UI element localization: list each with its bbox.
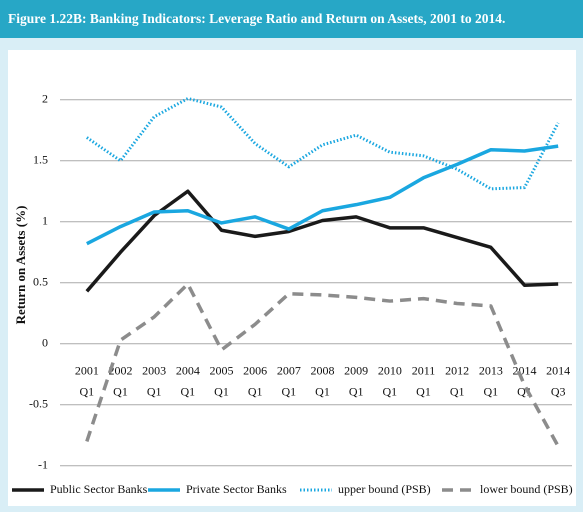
x-tick-label: Q1 bbox=[147, 385, 162, 399]
x-tick-label: Q1 bbox=[382, 385, 397, 399]
x-tick-label: 2014 bbox=[546, 364, 570, 378]
x-tick-label: Q1 bbox=[416, 385, 431, 399]
x-tick-label: 2008 bbox=[311, 364, 335, 378]
x-tick-label: 2001 bbox=[75, 364, 99, 378]
x-tick-label: Q1 bbox=[214, 385, 229, 399]
chart-title: Figure 1.22B: Banking Indicators: Levera… bbox=[8, 11, 505, 26]
y-tick-label: 1.5 bbox=[33, 152, 48, 166]
y-tick-label: -1 bbox=[38, 458, 48, 472]
legend-label: Private Sector Banks bbox=[186, 482, 287, 496]
x-tick-label: 2004 bbox=[176, 364, 200, 378]
y-tick-label: -0.5 bbox=[29, 397, 48, 411]
x-tick-label: 2007 bbox=[277, 364, 301, 378]
x-tick-label: 2010 bbox=[378, 364, 402, 378]
y-tick-label: 0 bbox=[42, 336, 48, 350]
x-tick-label: Q1 bbox=[349, 385, 364, 399]
x-tick-label: Q3 bbox=[551, 385, 566, 399]
x-tick-label: 2006 bbox=[243, 364, 267, 378]
x-tick-label: 2012 bbox=[445, 364, 469, 378]
x-tick-label: 2003 bbox=[142, 364, 166, 378]
plot-panel bbox=[8, 50, 576, 506]
y-tick-label: 2 bbox=[42, 91, 48, 105]
x-tick-label: Q1 bbox=[248, 385, 263, 399]
series-line bbox=[85, 189, 559, 293]
header bbox=[0, 0, 583, 38]
x-tick-label: Q1 bbox=[483, 385, 498, 399]
series-line bbox=[85, 96, 560, 191]
x-tick-label: Q1 bbox=[180, 385, 195, 399]
x-tick-label: Q1 bbox=[315, 385, 330, 399]
x-tick-label: 2011 bbox=[412, 364, 436, 378]
x-tick-label: Q1 bbox=[79, 385, 94, 399]
series-line bbox=[85, 282, 560, 448]
x-tick-label: 2005 bbox=[210, 364, 234, 378]
x-tick-label: Q1 bbox=[113, 385, 128, 399]
legend-label: lower bound (PSB) bbox=[480, 482, 573, 496]
x-tick-label: 2002 bbox=[109, 364, 133, 378]
y-tick-label: 0.5 bbox=[33, 275, 48, 289]
legend-label: Public Sector Banks bbox=[50, 482, 148, 496]
legend-label: upper bound (PSB) bbox=[338, 482, 431, 496]
x-tick-label: 2009 bbox=[344, 364, 368, 378]
y-tick-label: 1 bbox=[42, 213, 48, 227]
x-tick-label: Q1 bbox=[450, 385, 465, 399]
series-line bbox=[86, 144, 559, 246]
x-tick-label: 2014 bbox=[513, 364, 537, 378]
x-tick-label: 2013 bbox=[479, 364, 503, 378]
x-tick-label: Q1 bbox=[281, 385, 296, 399]
y-axis-title: Return on Assets (%) bbox=[13, 206, 28, 325]
